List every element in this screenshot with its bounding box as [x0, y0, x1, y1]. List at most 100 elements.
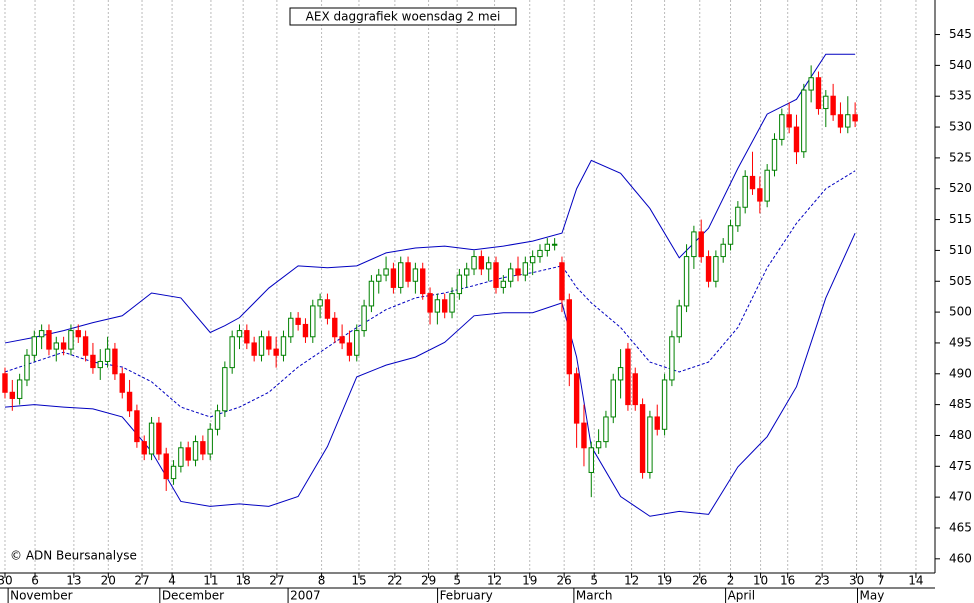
candle-body: [647, 416, 653, 473]
candle-body: [830, 95, 836, 116]
candle-body: [222, 367, 228, 412]
candle-body: [31, 336, 37, 356]
candle-body: [420, 268, 426, 295]
candle-body: [288, 317, 294, 338]
candle-body: [698, 231, 704, 258]
candle-body: [405, 262, 411, 282]
x-tick-label: 22: [387, 574, 402, 588]
y-tick-label: 510: [949, 243, 972, 257]
candle-body: [192, 441, 199, 461]
candle-body: [793, 126, 800, 153]
y-tick-label: 520: [949, 181, 972, 195]
x-tick-label: 11: [203, 574, 218, 588]
candle-body: [68, 330, 74, 350]
candle-body: [332, 317, 338, 338]
candle-body: [229, 336, 235, 369]
candle-body: [310, 305, 316, 338]
y-tick-label: 495: [949, 335, 972, 349]
credit: © ADN Beursanalyse: [10, 549, 137, 563]
y-tick-label: 530: [949, 120, 972, 134]
x-tick-label: 15: [351, 574, 366, 588]
candle-body: [529, 256, 536, 264]
candle-body: [16, 379, 23, 399]
title-box: [289, 7, 517, 26]
x-tick-label: 16: [780, 574, 795, 588]
candle-body: [273, 348, 279, 356]
candle-body: [551, 243, 558, 246]
x-tick-label: 12: [624, 574, 639, 588]
candle-body: [170, 465, 177, 480]
month-label: 2007: [290, 589, 321, 603]
candle-body: [90, 354, 96, 369]
candle-body: [126, 391, 133, 412]
month-label: February: [440, 589, 493, 603]
candle-body: [427, 293, 433, 313]
candle-body: [705, 256, 712, 282]
candle-body: [324, 299, 331, 319]
candle-body: [295, 317, 301, 325]
candle-body: [478, 256, 485, 270]
candle-body: [471, 256, 477, 270]
candle-body: [119, 373, 125, 393]
band-line: [4, 170, 856, 418]
candle-body: [581, 422, 587, 449]
candle-body: [808, 77, 814, 91]
candle-body: [200, 441, 206, 455]
candles: [2, 65, 858, 498]
y-tick-label: 460: [949, 551, 972, 565]
candle-body: [537, 249, 543, 258]
candle-body: [24, 354, 30, 381]
candle-body: [764, 169, 770, 202]
candle-body: [434, 299, 441, 313]
candle-body: [500, 280, 507, 288]
y-tick-label: 475: [949, 459, 972, 473]
candle-body: [398, 262, 404, 288]
y-tick-label: 480: [949, 428, 972, 442]
x-tick-label: 8: [318, 574, 326, 588]
x-tick-label: 29: [421, 574, 436, 588]
x-tick-label: 27: [269, 574, 284, 588]
x-tick-label: 10: [753, 574, 768, 588]
candle-body: [449, 293, 455, 313]
grid: [4, 0, 917, 573]
candle-body: [280, 336, 287, 356]
candle-body: [559, 262, 565, 301]
x-tick-label: 14: [908, 574, 923, 588]
candle-body: [156, 422, 162, 455]
chart-title: AEX daggrafiek woensdag 2 mei: [306, 10, 501, 24]
x-tick-label: 26: [557, 574, 572, 588]
month-label: December: [162, 589, 224, 603]
y-tick-label: 505: [949, 274, 972, 288]
y-tick-label: 515: [949, 212, 972, 226]
x-tick-label: 18: [236, 574, 251, 588]
candle-body: [588, 447, 594, 473]
candle-body: [60, 342, 67, 350]
x-tick-label: 5: [453, 574, 461, 588]
candle-body: [515, 268, 521, 276]
candle-body: [46, 330, 52, 350]
candle-body: [112, 348, 118, 375]
y-tick-label: 485: [949, 397, 972, 411]
x-tick-label: 6: [31, 574, 39, 588]
x-tick-label: 19: [522, 574, 537, 588]
candle-body: [214, 410, 221, 430]
candle-body: [771, 138, 778, 171]
candle-body: [244, 330, 250, 344]
candle-body: [178, 447, 184, 467]
y-tick-label: 500: [949, 305, 972, 319]
x-tick-label: 20: [101, 574, 116, 588]
x-tick-label: 30: [0, 574, 13, 588]
candle-body: [383, 268, 389, 276]
x-tick-label: 19: [657, 574, 672, 588]
candle-body: [207, 428, 213, 455]
x-tick-label: 12: [487, 574, 502, 588]
candle-body: [735, 206, 741, 227]
candle-body: [141, 441, 147, 455]
candle-body: [346, 342, 353, 356]
candle-body: [185, 447, 191, 461]
x-tick-label: 30: [849, 574, 864, 588]
candle-body: [669, 336, 675, 381]
y-tick-label: 490: [949, 366, 972, 380]
candle-body: [639, 404, 646, 473]
